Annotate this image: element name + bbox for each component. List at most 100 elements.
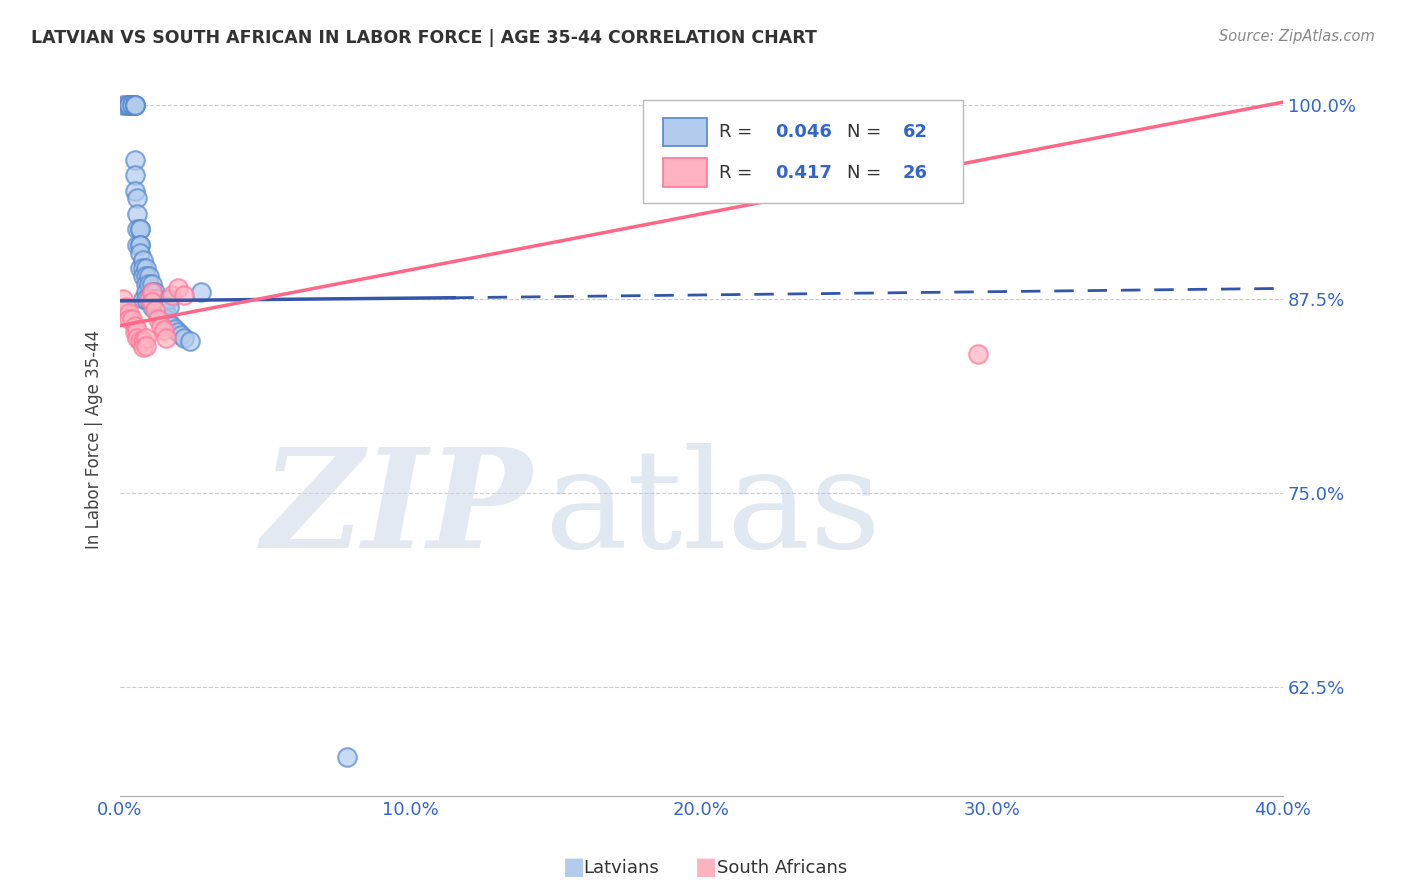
- Point: [141, 300, 163, 314]
- Point: [336, 750, 359, 764]
- Point: [124, 318, 146, 333]
- Point: [124, 153, 146, 167]
- Text: 0.417: 0.417: [775, 163, 831, 182]
- Text: South Africans: South Africans: [717, 859, 848, 877]
- Point: [146, 300, 169, 314]
- Point: [129, 222, 152, 236]
- Text: atlas: atlas: [544, 443, 882, 577]
- Point: [167, 325, 190, 339]
- Point: [129, 245, 152, 260]
- Point: [127, 191, 149, 205]
- Point: [162, 318, 184, 333]
- Point: [190, 285, 212, 299]
- Point: [129, 261, 152, 276]
- Point: [132, 253, 155, 268]
- Point: [162, 287, 184, 301]
- Point: [135, 293, 157, 307]
- Point: [124, 184, 146, 198]
- Text: ■: ■: [562, 855, 585, 879]
- Point: [127, 238, 149, 252]
- Text: Latvians: Latvians: [583, 859, 659, 877]
- Point: [149, 300, 172, 314]
- Text: LATVIAN VS SOUTH AFRICAN IN LABOR FORCE | AGE 35-44 CORRELATION CHART: LATVIAN VS SOUTH AFRICAN IN LABOR FORCE …: [31, 29, 817, 46]
- Point: [167, 281, 190, 295]
- Point: [118, 98, 141, 112]
- Point: [138, 277, 160, 291]
- Point: [111, 293, 134, 307]
- Point: [124, 325, 146, 339]
- Point: [165, 322, 187, 336]
- Point: [138, 268, 160, 283]
- Point: [114, 98, 136, 112]
- Point: [138, 293, 160, 307]
- Text: R =: R =: [718, 163, 763, 182]
- Point: [141, 285, 163, 299]
- Point: [966, 346, 988, 360]
- Point: [146, 293, 169, 307]
- Point: [179, 334, 201, 349]
- Text: 26: 26: [903, 163, 928, 182]
- Point: [124, 98, 146, 112]
- Point: [152, 323, 174, 337]
- Point: [170, 328, 193, 343]
- Text: N =: N =: [846, 163, 887, 182]
- Point: [118, 306, 141, 320]
- Point: [146, 312, 169, 326]
- Point: [127, 331, 149, 345]
- Point: [135, 268, 157, 283]
- Text: Source: ZipAtlas.com: Source: ZipAtlas.com: [1219, 29, 1375, 44]
- Point: [111, 98, 134, 112]
- Point: [127, 323, 149, 337]
- Point: [132, 268, 155, 283]
- Point: [141, 277, 163, 291]
- Point: [121, 98, 143, 112]
- Point: [118, 98, 141, 112]
- Point: [157, 293, 180, 307]
- Point: [124, 98, 146, 112]
- Point: [135, 261, 157, 276]
- Text: ■: ■: [695, 855, 717, 879]
- Point: [124, 168, 146, 182]
- Point: [114, 300, 136, 314]
- Point: [129, 222, 152, 236]
- Point: [135, 339, 157, 353]
- Point: [132, 293, 155, 307]
- Point: [143, 293, 166, 307]
- Point: [157, 316, 180, 330]
- Text: R =: R =: [718, 123, 758, 141]
- Point: [127, 222, 149, 236]
- Point: [141, 295, 163, 310]
- Point: [124, 98, 146, 112]
- Point: [143, 300, 166, 314]
- FancyBboxPatch shape: [644, 100, 963, 203]
- Point: [124, 98, 146, 112]
- Text: 62: 62: [903, 123, 928, 141]
- Point: [138, 293, 160, 307]
- Point: [132, 334, 155, 349]
- Point: [149, 318, 172, 333]
- Point: [135, 277, 157, 291]
- Point: [129, 334, 152, 349]
- Bar: [664, 158, 707, 187]
- Point: [143, 285, 166, 299]
- Point: [132, 340, 155, 354]
- Point: [143, 303, 166, 318]
- Point: [121, 312, 143, 326]
- Point: [155, 331, 177, 345]
- Point: [129, 238, 152, 252]
- Point: [135, 331, 157, 345]
- Point: [132, 261, 155, 276]
- Point: [152, 300, 174, 314]
- Point: [173, 331, 195, 345]
- Point: [121, 98, 143, 112]
- Text: ZIP: ZIP: [262, 443, 533, 577]
- Point: [155, 312, 177, 326]
- Text: 0.046: 0.046: [775, 123, 831, 141]
- Text: N =: N =: [846, 123, 887, 141]
- Point: [141, 285, 163, 299]
- Point: [157, 300, 180, 314]
- Y-axis label: In Labor Force | Age 35-44: In Labor Force | Age 35-44: [86, 329, 103, 549]
- Point: [141, 293, 163, 307]
- Point: [118, 98, 141, 112]
- Point: [146, 308, 169, 322]
